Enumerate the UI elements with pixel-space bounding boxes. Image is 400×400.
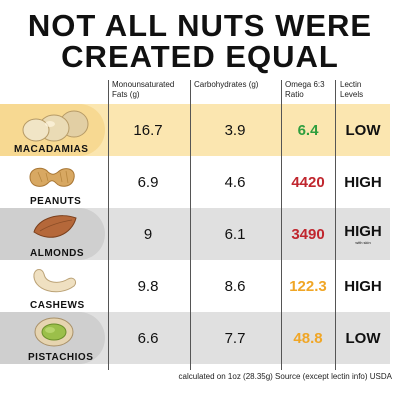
- lectin-note: with skin: [355, 240, 371, 245]
- nut-label: CASHEWS: [30, 300, 85, 311]
- mono-value: 6.6: [137, 329, 159, 347]
- nut-label: MACADAMIAS: [14, 144, 89, 155]
- cashew-icon: [33, 269, 77, 293]
- table-row-macadamias: MACADAMIAS 16.7 3.9 6.4 LOW: [0, 104, 390, 156]
- page-title-line-1: NOT ALL NUTS WERE: [27, 8, 373, 43]
- ratio-value: 48.8: [293, 329, 323, 347]
- macadamia-nut-icon: [22, 110, 89, 142]
- nut-label: PEANUTS: [30, 196, 82, 207]
- ratio-value: 3490: [291, 225, 325, 243]
- ratio-value: 6.4: [297, 121, 319, 139]
- table-row-almonds: ALMONDS 9 6.1 3490 HIGH with skin: [0, 208, 390, 260]
- carbs-value: 3.9: [224, 121, 246, 139]
- carbs-value: 4.6: [224, 173, 246, 191]
- mono-value: 9: [143, 225, 153, 243]
- lectin-value: HIGH: [344, 277, 382, 295]
- column-divider: [108, 80, 109, 370]
- mono-value: 16.7: [133, 121, 163, 139]
- mono-value: 9.8: [137, 277, 159, 295]
- column-header-lectin: Lectin Levels: [340, 80, 364, 99]
- carbs-value: 7.7: [224, 329, 246, 347]
- lectin-value: LOW: [345, 121, 381, 139]
- column-header-ratio: Omega 6:3 Ratio: [285, 80, 325, 99]
- almond-icon: [33, 215, 77, 238]
- nut-label: PISTACHIOS: [28, 352, 94, 363]
- lectin-value: LOW: [345, 329, 381, 347]
- table-row-peanuts: PEANUTS 6.9 4.6 4420 HIGH: [0, 156, 390, 208]
- page-title-line-2: CREATED EQUAL: [61, 39, 339, 74]
- column-header-mono: Monounsaturated Fats (g): [112, 80, 175, 99]
- footnote: calculated on 1oz (28.35g) Source (excep…: [178, 372, 392, 381]
- column-divider: [190, 80, 191, 370]
- peanut-icon: [29, 167, 75, 187]
- nut-label: ALMONDS: [30, 248, 85, 259]
- lectin-value: HIGH: [344, 173, 382, 191]
- column-divider: [335, 80, 336, 370]
- mono-value: 6.9: [137, 173, 159, 191]
- carbs-value: 6.1: [224, 225, 246, 243]
- pistachio-icon: [34, 317, 74, 347]
- ratio-value: 4420: [291, 173, 325, 191]
- lectin-value: HIGH with skin: [344, 223, 382, 245]
- column-header-carbs: Carbohydrates (g): [194, 80, 259, 89]
- ratio-value: 122.3: [289, 277, 327, 295]
- table-row-pistachios: PISTACHIOS 6.6 7.7 48.8 LOW: [0, 312, 390, 364]
- carbs-value: 8.6: [224, 277, 246, 295]
- table-row-cashews: CASHEWS 9.8 8.6 122.3 HIGH: [0, 260, 390, 312]
- column-divider: [281, 80, 282, 370]
